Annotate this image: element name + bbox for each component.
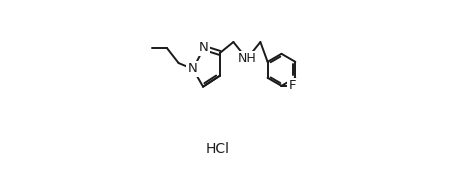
Text: NH: NH [238, 52, 256, 65]
Text: N: N [199, 41, 209, 54]
Text: N: N [188, 63, 198, 75]
Text: F: F [289, 79, 296, 92]
Text: HCl: HCl [205, 142, 229, 156]
